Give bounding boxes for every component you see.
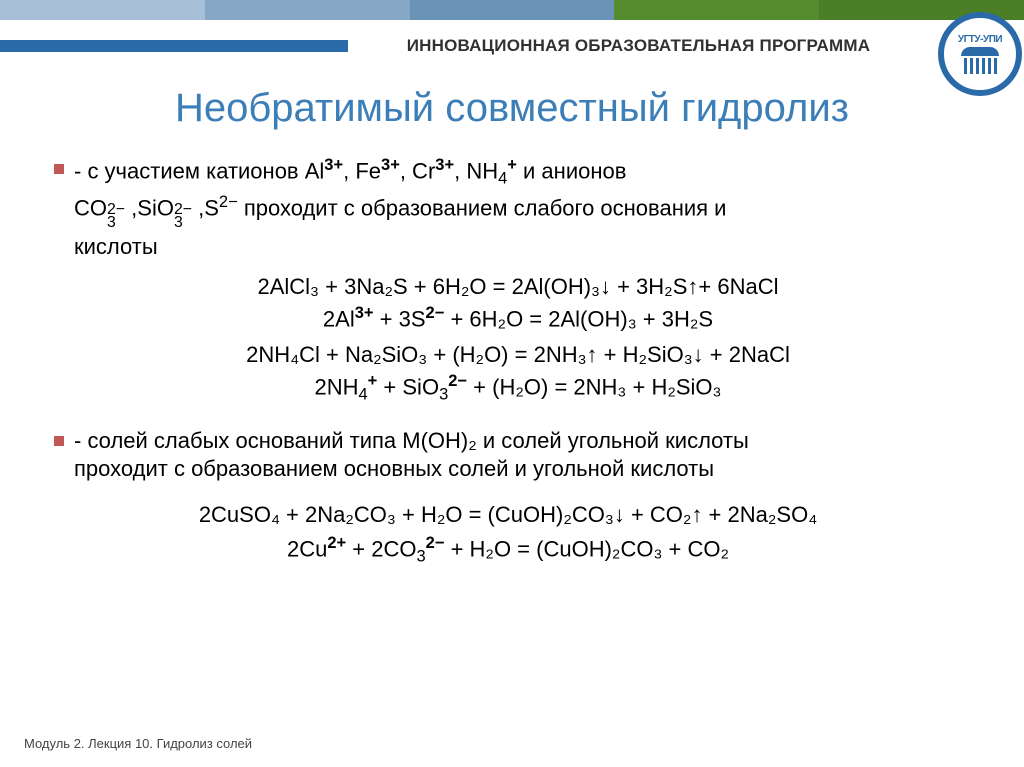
slide-title: Необратимый совместный гидролиз	[0, 86, 1024, 131]
university-logo: УГТУ-УПИ	[938, 12, 1022, 96]
bullet-square-icon	[54, 436, 64, 446]
bullet-text: - с участием катионов Al3+, Fe3+, Cr3+, …	[74, 155, 982, 190]
acid-line: кислоты	[74, 234, 982, 260]
equation: 2CuSO₄ + 2Na₂CO₃ + H₂O = (CuOH)₂CO₃↓ + C…	[34, 502, 982, 528]
equations-block-1: 2AlCl₃ + 3Na₂S + 6H₂O = 2Al(OH)₃↓ + 3H₂S…	[54, 274, 982, 405]
top-gradient-bar	[0, 0, 1024, 20]
logo-text: УГТУ-УПИ	[958, 34, 1002, 45]
equations-block-2: 2CuSO₄ + 2Na₂CO₃ + H₂O = (CuOH)₂CO₃↓ + C…	[34, 502, 982, 567]
equation: 2AlCl₃ + 3Na₂S + 6H₂O = 2Al(OH)₃↓ + 3H₂S…	[54, 274, 982, 300]
header-row: ИННОВАЦИОННАЯ ОБРАЗОВАТЕЛЬНАЯ ПРОГРАММА	[0, 20, 1024, 72]
logo-columns-icon	[964, 58, 997, 74]
program-label: ИННОВАЦИОННАЯ ОБРАЗОВАТЕЛЬНАЯ ПРОГРАММА	[348, 36, 1024, 56]
equation: 2Al3+ + 3S2− + 6H₂O = 2Al(OH)₃ + 3H₂S	[54, 304, 982, 332]
equation: 2NH₄Cl + Na₂SiO₃ + (H₂O) = 2NH₃↑ + H₂SiO…	[54, 342, 982, 368]
bar-seg	[614, 0, 819, 20]
anion-line: CO2−3 ,SiO2−3 ,S2− проходит с образовани…	[74, 192, 982, 230]
bar-seg	[205, 0, 410, 20]
equation: 2NH4+ + SiO32− + (H₂O) = 2NH₃ + H₂SiO₃	[54, 372, 982, 405]
bar-seg	[0, 0, 205, 20]
bar-seg	[410, 0, 615, 20]
slide-footer: Модуль 2. Лекция 10. Гидролиз солей	[24, 736, 252, 751]
bullet-square-icon	[54, 164, 64, 174]
bullet-item-2: - солей слабых оснований типа М(OH)₂ и с…	[54, 427, 982, 484]
brand-strip	[0, 40, 348, 52]
logo-dome-icon	[961, 47, 999, 56]
bullet-item-1: - с участием катионов Al3+, Fe3+, Cr3+, …	[54, 155, 982, 190]
slide-content: - с участием катионов Al3+, Fe3+, Cr3+, …	[0, 131, 1024, 567]
equation: 2Cu2+ + 2CO32− + H₂O = (CuOH)₂CO₃ + CO₂	[34, 534, 982, 567]
bullet-text: - солей слабых оснований типа М(OH)₂ и с…	[74, 427, 982, 484]
